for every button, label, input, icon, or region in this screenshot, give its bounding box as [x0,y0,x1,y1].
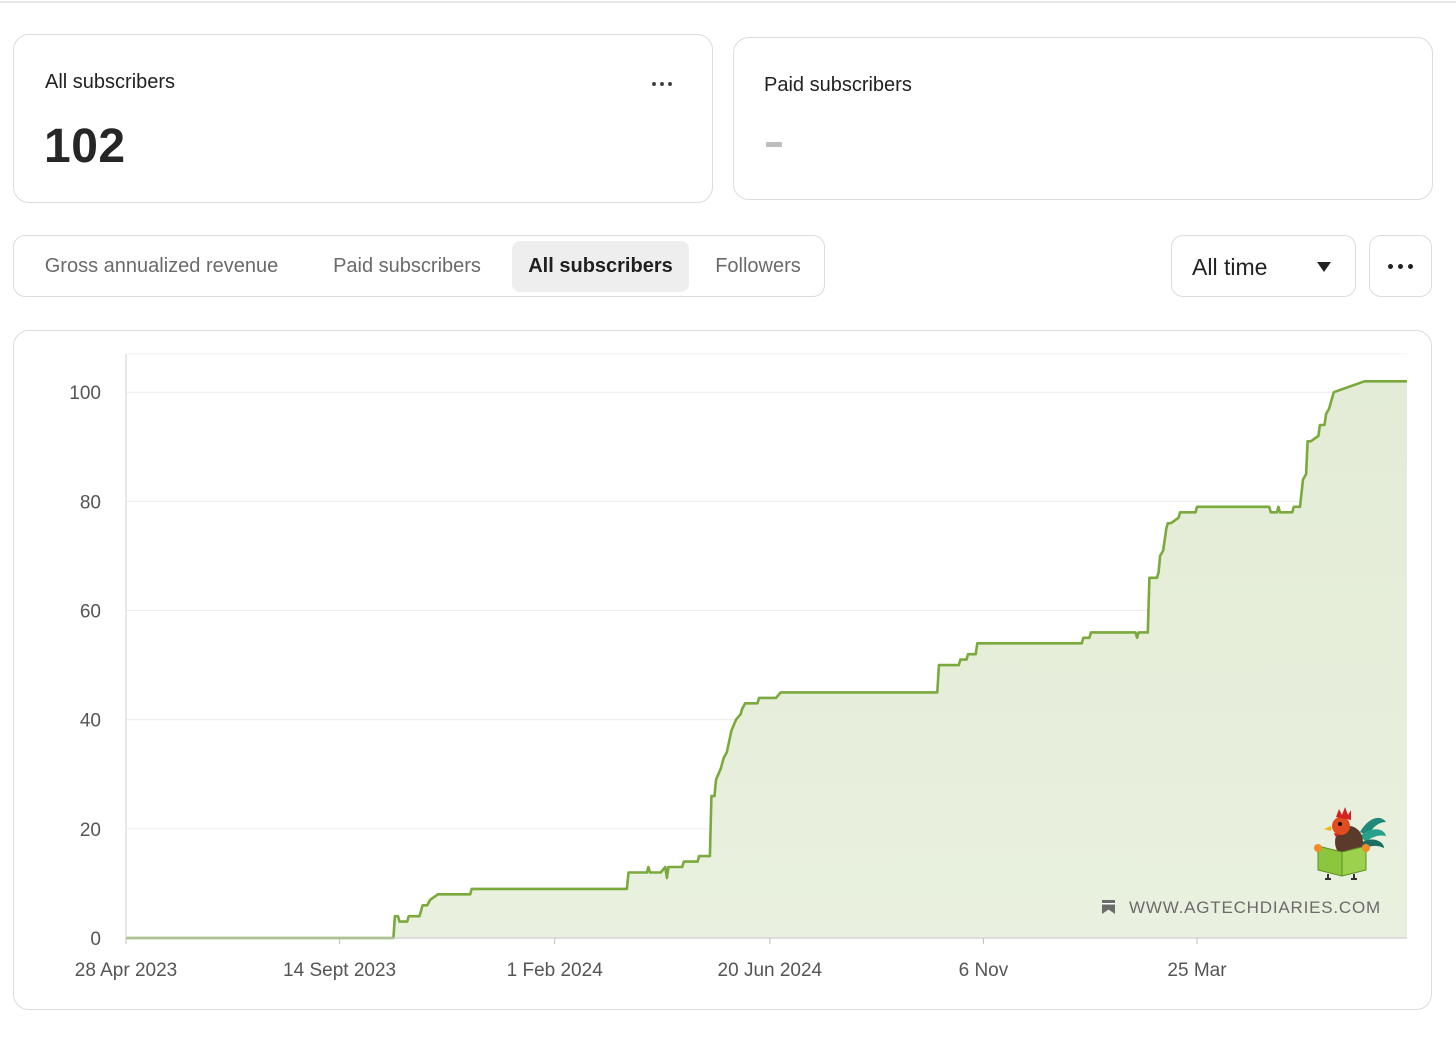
all-subscribers-label: All subscribers [45,71,176,93]
paid-subscribers-card: Paid subscribers [733,37,1433,200]
x-axis-ticks: 28 Apr 2023 14 Sept 2023 1 Feb 2024 20 Jun … [75,938,1227,981]
y-tick-label: 60 [80,602,101,623]
y-tick-label: 20 [80,820,101,841]
tab-followers[interactable]: Followers [715,255,801,277]
caret-down-icon [1317,262,1331,272]
watermark-text: WWW.AGTECHDIARIES.COM [1129,898,1381,917]
time-range-select[interactable]: All time [1171,235,1356,297]
y-tick-label: 0 [90,929,101,950]
top-border [0,0,1456,3]
x-tick-label: 25 Mar [1167,960,1227,981]
x-tick-label: 20 Jun 2024 [718,960,823,981]
chart-series-area [126,380,1407,940]
tab-gross-annualized-revenue[interactable]: Gross annualized revenue [44,255,279,277]
series-line [126,380,1407,940]
x-tick-label: 28 Apr 2023 [75,960,177,981]
x-tick-label: 14 Sept 2023 [283,960,396,981]
paid-subscribers-label: Paid subscribers [764,74,912,96]
y-tick-label: 80 [80,492,101,513]
time-range-label: All time [1192,254,1268,280]
x-tick-label: 6 Nov [959,960,1009,981]
paid-subscribers-empty-value [766,142,782,147]
series-fill [126,381,1407,938]
all-subscribers-card: All subscribers 102 [13,34,713,203]
tab-paid-subscribers[interactable]: Paid subscribers [333,255,481,277]
chart-options-button[interactable] [1369,235,1432,297]
more-horizontal-icon [652,82,656,86]
y-tick-label: 100 [69,383,101,404]
y-axis-ticks: 0 20 40 60 80 100 [69,383,101,950]
all-subscribers-count: 102 [44,120,126,173]
more-horizontal-icon [1388,263,1393,269]
y-tick-label: 40 [80,711,101,732]
metric-tabs: Gross annualized revenue Paid subscriber… [13,235,825,297]
rooster-reading-logo [1314,807,1386,880]
tab-all-subscribers[interactable]: All subscribers [512,241,689,292]
site-watermark: WWW.AGTECHDIARIES.COM [1102,807,1386,917]
x-tick-label: 1 Feb 2024 [507,960,604,981]
card-more-button[interactable] [650,79,674,89]
